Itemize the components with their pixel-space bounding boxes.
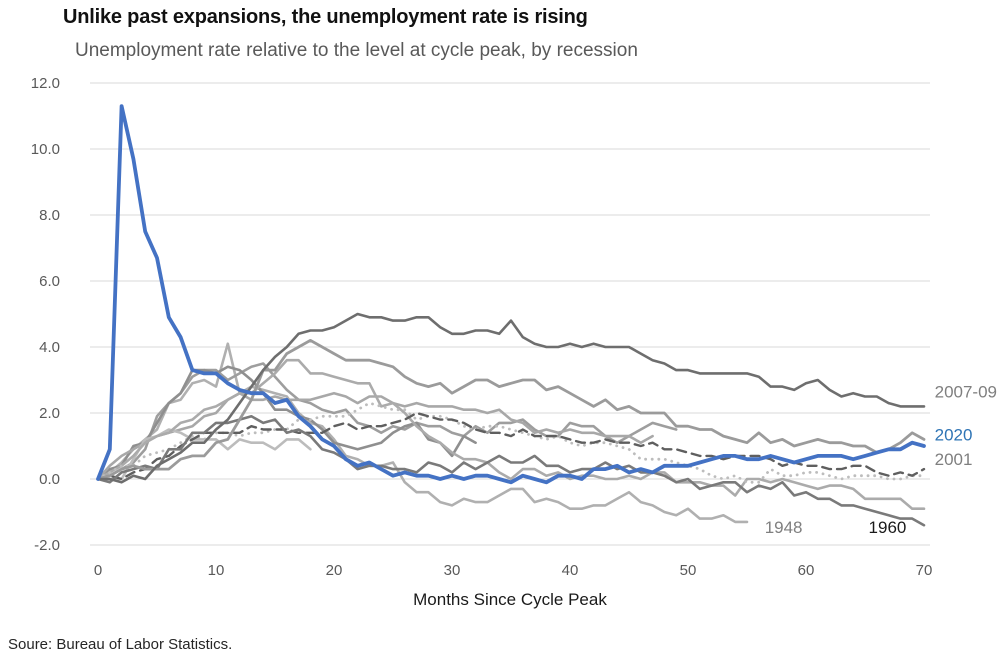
x-axis-title: Months Since Cycle Peak — [413, 590, 607, 609]
series-line-1960 — [96, 414, 926, 527]
chart-subtitle: Unemployment rate relative to the level … — [75, 40, 638, 61]
source-note: Soure: Bureau of Labor Statistics. — [8, 636, 233, 653]
series-line-1981 — [96, 358, 926, 511]
x-axis-tick-label: 60 — [798, 562, 815, 579]
series-line-1957 — [96, 365, 477, 481]
x-axis-tick-label: 70 — [916, 562, 933, 579]
y-axis-tick-label: 6.0 — [39, 273, 60, 290]
y-axis-tick-label: 10.0 — [31, 141, 60, 158]
series-label-2007-09: 2007-09 — [935, 383, 997, 402]
x-axis-tick-label: 0 — [94, 562, 102, 579]
series-line-1953 — [96, 362, 678, 481]
y-axis-tick-label: 0.0 — [39, 471, 60, 488]
y-axis-tick-label: -2.0 — [34, 537, 60, 554]
series-label-2020: 2020 — [935, 425, 973, 444]
y-axis-tick-label: 8.0 — [39, 207, 60, 224]
series-line-1948 — [96, 342, 749, 524]
series-label-2001: 2001 — [935, 450, 973, 469]
x-axis-tick-label: 30 — [444, 562, 461, 579]
x-axis-tick-label: 10 — [208, 562, 225, 579]
y-axis-tick-label: 12.0 — [31, 75, 60, 92]
x-axis-tick-label: 50 — [680, 562, 697, 579]
series-line-2007-09 — [96, 312, 926, 484]
y-axis-tick-label: 4.0 — [39, 339, 60, 356]
x-axis-tick-label: 20 — [326, 562, 343, 579]
series-line-2020 — [96, 104, 926, 485]
series-line-2001 — [96, 411, 926, 481]
series-label-1948: 1948 — [765, 518, 803, 537]
series-label-1960: 1960 — [869, 518, 907, 537]
series-line-1990 — [96, 401, 926, 484]
y-axis-tick-label: 2.0 — [39, 405, 60, 422]
series-line-1973 — [96, 338, 926, 481]
x-axis-tick-label: 40 — [562, 562, 579, 579]
chart-title: Unlike past expansions, the unemployment… — [63, 6, 588, 28]
